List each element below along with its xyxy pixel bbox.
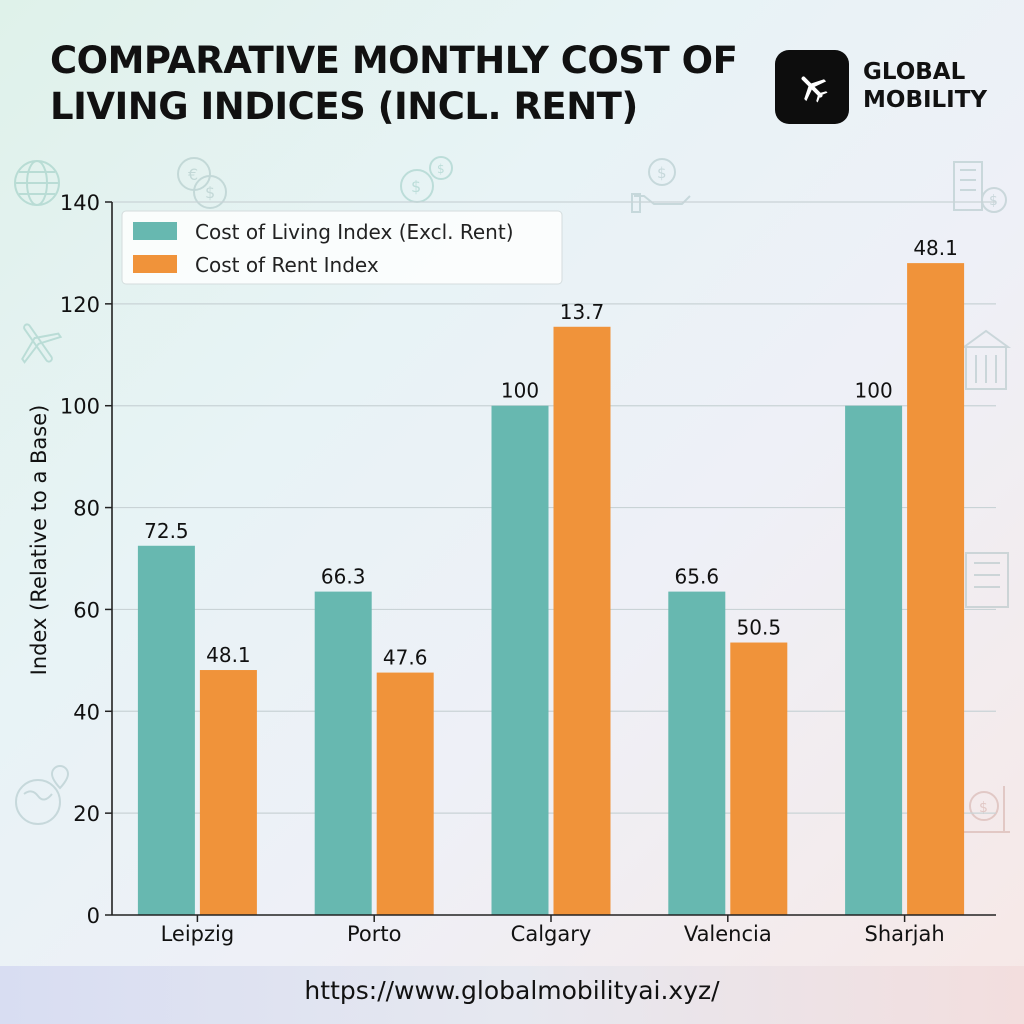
svg-text:$: $ bbox=[205, 183, 215, 202]
bar-label-rent-porto: 47.6 bbox=[383, 646, 428, 670]
airplane-outline-icon bbox=[21, 323, 63, 364]
bar-rent-porto bbox=[376, 672, 434, 915]
mosque-coin-icon: $ bbox=[964, 786, 1010, 833]
bar-living-valencia bbox=[668, 591, 726, 915]
svg-text:$: $ bbox=[979, 800, 988, 816]
hand-coin-icon: $ bbox=[631, 158, 691, 213]
bar-label-rent-leipzig: 48.1 bbox=[206, 643, 251, 667]
bar-label-living-sharjah: 100 bbox=[855, 379, 893, 403]
bars bbox=[137, 263, 965, 916]
y-tick-label: 40 bbox=[73, 700, 100, 724]
y-tick-label: 100 bbox=[60, 395, 100, 419]
legend-label-rent: Cost of Rent Index bbox=[195, 253, 379, 277]
globe-pin-icon bbox=[15, 764, 70, 825]
bar-labels: 72.5 48.1 66.3 47.6 100 13.7 65.6 50.5 100 48.1 bbox=[144, 236, 958, 669]
bar-rent-leipzig bbox=[199, 670, 257, 915]
bar-label-rent-calgary: 13.7 bbox=[560, 300, 605, 324]
y-tick-label: 20 bbox=[73, 802, 100, 826]
brand-name: GLOBAL MOBILITY bbox=[863, 58, 1013, 114]
bar-rent-sharjah bbox=[907, 263, 965, 916]
bar-living-leipzig bbox=[137, 545, 195, 915]
x-tick-label-leipzig: Leipzig bbox=[161, 922, 235, 946]
bar-label-living-porto: 66.3 bbox=[321, 565, 366, 589]
legend-swatch-living bbox=[133, 222, 177, 240]
y-tick-label: 120 bbox=[60, 293, 100, 317]
y-tick-label: 80 bbox=[73, 497, 100, 521]
globe-icon bbox=[14, 160, 60, 206]
y-tick-label: 60 bbox=[73, 598, 100, 622]
bar-rent-calgary bbox=[553, 326, 611, 915]
y-axis-label: Index (Relative to a Base) bbox=[27, 405, 51, 676]
bar-rent-valencia bbox=[730, 642, 788, 915]
airplane-icon bbox=[801, 76, 828, 103]
legend: Cost of Living Index (Excl. Rent) Cost o… bbox=[121, 210, 563, 285]
svg-text:$: $ bbox=[411, 177, 421, 196]
svg-text:$: $ bbox=[989, 193, 998, 209]
bar-label-rent-valencia: 50.5 bbox=[737, 616, 782, 640]
x-tick-label-calgary: Calgary bbox=[511, 922, 592, 946]
bar-living-sharjah bbox=[845, 405, 903, 915]
bar-living-porto bbox=[314, 591, 372, 915]
coins-icon: €$ bbox=[177, 157, 227, 209]
legend-box bbox=[121, 210, 563, 285]
brand-logo: GLOBAL MOBILITY bbox=[775, 50, 1015, 124]
svg-text:$: $ bbox=[657, 164, 667, 182]
x-tick-label-porto: Porto bbox=[347, 922, 401, 946]
legend-swatch-rent bbox=[133, 255, 177, 273]
y-ticks: 0 20 40 60 80 100 120 140 bbox=[60, 191, 112, 928]
footer-url[interactable]: https://www.globalmobilityai.xyz/ bbox=[304, 976, 720, 1005]
building-coin-icon: $ bbox=[953, 161, 1007, 213]
brand-name-line1: GLOBAL bbox=[863, 59, 966, 85]
bar-label-living-calgary: 100 bbox=[501, 379, 539, 403]
brand-name-line2: MOBILITY bbox=[863, 87, 988, 113]
x-tick-label-sharjah: Sharjah bbox=[865, 922, 945, 946]
y-tick-label: 0 bbox=[87, 904, 100, 928]
y-tick-label: 140 bbox=[60, 191, 100, 215]
bank-icon bbox=[960, 329, 1012, 390]
x-tick-label-valencia: Valencia bbox=[684, 922, 772, 946]
footer: https://www.globalmobilityai.xyz/ bbox=[0, 966, 1024, 1024]
bar-living-calgary bbox=[491, 405, 549, 915]
svg-text:$: $ bbox=[437, 162, 445, 176]
svg-text:€: € bbox=[188, 165, 198, 184]
x-ticks: Leipzig Porto Calgary Valencia Sharjah bbox=[161, 915, 945, 946]
brand-badge bbox=[775, 50, 849, 124]
page-title: COMPARATIVE MONTHLY COST OF LIVING INDIC… bbox=[50, 39, 738, 128]
bar-label-rent-sharjah: 48.1 bbox=[913, 236, 958, 260]
bar-chart: 72.5 48.1 66.3 47.6 100 13.7 65.6 50.5 100 48.1 0… bbox=[27, 191, 996, 946]
office-building-icon bbox=[965, 552, 1009, 608]
legend-label-living: Cost of Living Index (Excl. Rent) bbox=[195, 220, 514, 244]
bar-label-living-leipzig: 72.5 bbox=[144, 519, 189, 543]
bar-label-living-valencia: 65.6 bbox=[675, 565, 720, 589]
